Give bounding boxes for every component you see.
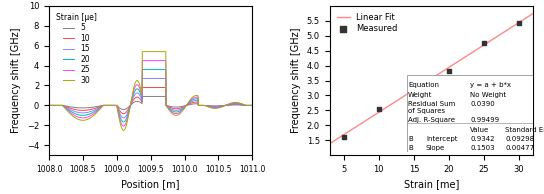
Measured	[444, 69, 453, 73]
15	[82, 112, 88, 114]
5	[249, 104, 256, 107]
Linear Fit	[326, 143, 333, 145]
Y-axis label: Frequency shift [GHz]: Frequency shift [GHz]	[291, 28, 301, 133]
Linear Fit	[512, 23, 519, 26]
15	[120, 117, 127, 119]
Linear Fit	[339, 135, 345, 137]
25	[138, 93, 145, 95]
25	[139, 59, 146, 62]
Legend: Linear Fit, Measured: Linear Fit, Measured	[334, 10, 401, 36]
5	[46, 104, 52, 107]
Measured	[480, 42, 489, 45]
Line: 20: 20	[49, 70, 252, 122]
20	[200, 104, 206, 107]
Line: 10: 10	[49, 87, 252, 114]
Linear Fit	[364, 118, 371, 121]
Linear Fit	[381, 108, 387, 110]
Line: 30: 30	[49, 52, 252, 130]
25	[200, 104, 206, 107]
15	[139, 77, 146, 80]
5	[139, 95, 146, 98]
10	[82, 109, 88, 112]
30	[182, 106, 189, 108]
20	[120, 121, 127, 123]
20	[139, 68, 146, 71]
30	[82, 119, 88, 121]
5	[138, 102, 145, 104]
25	[98, 106, 104, 108]
Y-axis label: Frequency shift [GHz]: Frequency shift [GHz]	[11, 28, 21, 133]
5	[166, 105, 173, 107]
Linear Fit	[335, 137, 341, 140]
30	[200, 104, 206, 107]
10	[46, 104, 52, 107]
5	[82, 107, 88, 109]
Line: 15: 15	[49, 79, 252, 118]
30	[120, 129, 127, 132]
15	[166, 107, 173, 109]
15	[249, 104, 256, 107]
20	[46, 104, 52, 107]
Line: 25: 25	[49, 61, 252, 126]
25	[82, 117, 88, 119]
25	[249, 104, 256, 107]
X-axis label: Strain [me]: Strain [me]	[404, 179, 459, 190]
30	[139, 50, 146, 53]
Measured	[339, 135, 348, 138]
20	[166, 108, 173, 110]
30	[166, 109, 173, 112]
10	[98, 105, 104, 107]
Line: Linear Fit: Linear Fit	[330, 13, 533, 144]
20	[138, 95, 145, 97]
Line: 5: 5	[49, 96, 252, 110]
15	[46, 104, 52, 107]
X-axis label: Position [m]: Position [m]	[121, 179, 180, 190]
10	[249, 104, 256, 107]
20	[98, 106, 104, 108]
25	[46, 104, 52, 107]
10	[139, 86, 146, 89]
Measured	[515, 22, 523, 25]
10	[138, 100, 145, 102]
5	[200, 104, 206, 107]
15	[138, 97, 145, 100]
15	[200, 104, 206, 107]
30	[138, 90, 145, 93]
25	[120, 125, 127, 127]
Linear Fit	[530, 12, 536, 15]
20	[182, 105, 189, 107]
5	[182, 104, 189, 107]
10	[120, 113, 127, 115]
20	[82, 114, 88, 116]
25	[166, 109, 173, 111]
5	[98, 105, 104, 107]
30	[46, 104, 52, 107]
15	[182, 105, 189, 107]
25	[182, 105, 189, 108]
Legend: 5, 10, 15, 20, 25, 30: 5, 10, 15, 20, 25, 30	[53, 10, 100, 88]
20	[249, 104, 256, 107]
10	[182, 105, 189, 107]
15	[98, 105, 104, 108]
Linear Fit	[520, 19, 526, 21]
5	[120, 108, 127, 111]
30	[249, 104, 256, 107]
Measured	[410, 92, 418, 95]
Measured	[374, 107, 383, 110]
10	[200, 104, 206, 107]
10	[166, 106, 173, 108]
30	[98, 107, 104, 109]
